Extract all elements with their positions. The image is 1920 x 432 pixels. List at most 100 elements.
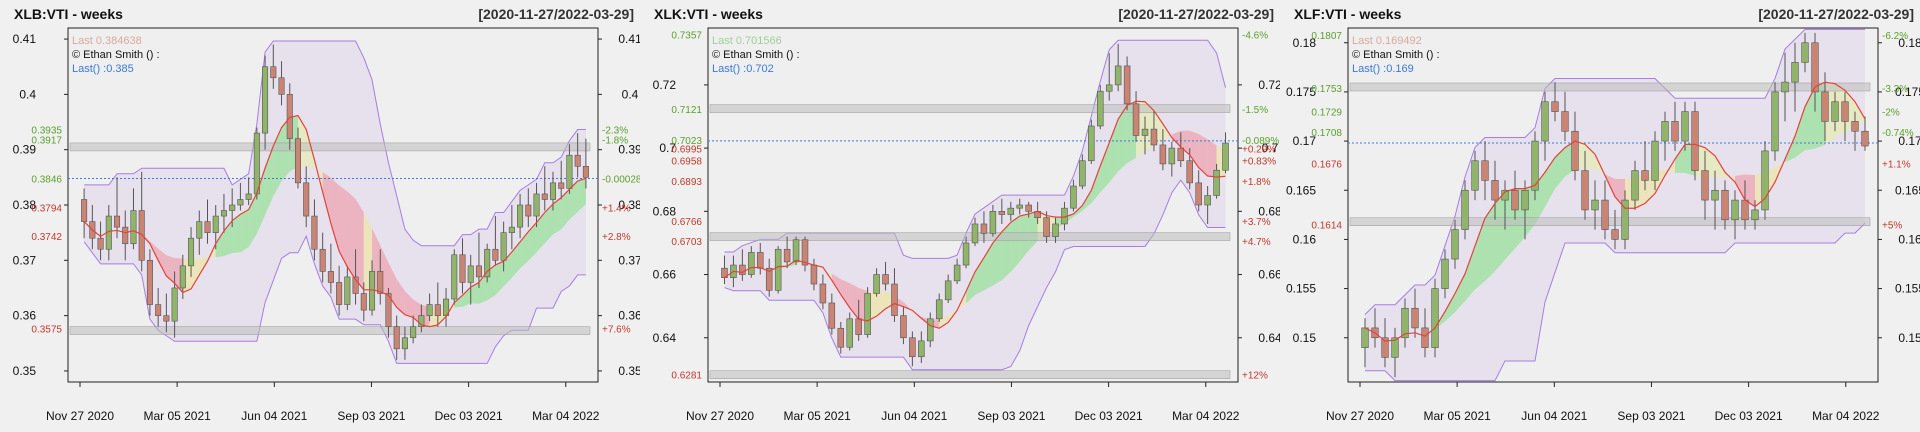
candle-body: [1561, 111, 1569, 132]
trend-fill-segment: [215, 230, 224, 258]
level-value-label: 0.3917: [31, 135, 62, 146]
level-value-label: 0.6281: [671, 370, 702, 381]
candle-body: [1168, 147, 1176, 165]
candle-body: [467, 265, 474, 283]
y-tick-label-left: 0.41: [13, 32, 37, 46]
candle-body: [819, 283, 827, 304]
candle-body: [1043, 217, 1050, 237]
y-tick-label-right: 0.38: [618, 198, 640, 212]
x-tick-label: Mar 05 2021: [143, 409, 211, 423]
candle-body: [1007, 207, 1015, 215]
candle-body: [1581, 170, 1589, 211]
candle-body: [418, 315, 425, 327]
level-value-label: 0.3846: [31, 175, 62, 186]
trend-fill-segment: [569, 181, 578, 220]
level-percent-label: +1.4%: [602, 203, 631, 214]
candle-body: [1381, 337, 1389, 358]
chart-panel-xlf: XLF:VTI - weeks [2020-11-27/2022-03-29] 0.…: [1286, 6, 1920, 423]
candle-body: [757, 252, 764, 269]
y-tick-label-right: 0.15: [1898, 331, 1920, 345]
candle-body: [810, 264, 818, 285]
candle-body: [385, 293, 392, 327]
candle-body: [558, 182, 565, 189]
trend-fill-segment: [1109, 119, 1119, 183]
candle-body: [1571, 130, 1579, 171]
y-tick-label-left: 0.66: [653, 268, 677, 282]
candle-body: [500, 232, 507, 261]
x-tick-label: Dec 03 2021: [1715, 409, 1783, 423]
candle-body: [434, 304, 441, 316]
candle-body: [1141, 128, 1149, 136]
candle-body: [1132, 103, 1140, 136]
y-tick-label-left: 0.35: [13, 364, 37, 378]
y-tick-label-left: 0.155: [1286, 282, 1316, 296]
level-percent-label: -0.00028%: [602, 175, 640, 186]
candle-body: [229, 204, 236, 211]
x-tick-label: Jun 04 2021: [241, 409, 307, 423]
trend-fill-segment: [831, 273, 841, 295]
candle-body: [1761, 150, 1769, 211]
level-band: [709, 104, 1231, 113]
candle-body: [748, 252, 755, 275]
candle-body: [1851, 121, 1859, 132]
level-value-label: 0.7357: [671, 30, 702, 41]
candle-body: [1431, 288, 1439, 348]
candle-body: [262, 66, 269, 134]
candle-body: [1097, 90, 1104, 127]
candle-body: [1841, 101, 1849, 122]
y-tick-label-right: 0.35: [618, 364, 640, 378]
y-tick-label-right: 0.165: [1895, 183, 1920, 197]
level-band: [709, 370, 1231, 379]
candle-body: [278, 77, 285, 95]
channel-upper-line: [84, 40, 586, 247]
candle-body: [122, 226, 129, 245]
trend-fill-segment: [1585, 144, 1595, 170]
level-percent-label: +0.83%: [1242, 156, 1276, 167]
candle-body: [196, 221, 203, 239]
trend-fill-segment: [396, 279, 405, 315]
level-percent-label: +12%: [1242, 370, 1268, 381]
candle-body: [245, 193, 252, 200]
trend-fill-segment: [495, 261, 504, 296]
x-tick-label: Nov 27 2020: [686, 409, 754, 423]
candle-body: [971, 223, 979, 244]
level-band: [1349, 217, 1871, 226]
channel-lower-line: [83, 234, 586, 364]
x-tick-label: Nov 27 2020: [1326, 409, 1394, 423]
candle-body: [1671, 121, 1679, 142]
level-percent-label: +4.7%: [1242, 237, 1271, 248]
candle-body: [81, 199, 88, 222]
y-tick-label-left: 0.18: [1293, 36, 1317, 50]
candle-body: [566, 154, 573, 189]
level-percent-label: -1.5%: [1242, 105, 1268, 116]
level-band: [69, 142, 591, 152]
x-tick-label: Mar 05 2021: [1423, 409, 1491, 423]
candle-body: [188, 237, 195, 267]
trend-fill-segment: [561, 189, 570, 230]
trend-fill-segment: [1010, 216, 1020, 272]
candle-body: [1801, 42, 1809, 63]
candle-body: [721, 267, 728, 278]
candle-body: [739, 264, 746, 275]
level-percent-label: -2.3%: [602, 125, 628, 136]
candle-body: [220, 210, 227, 217]
candle-body: [1105, 84, 1113, 92]
trend-fill-segment: [1198, 134, 1208, 177]
candle-body: [517, 204, 524, 228]
y-tick-label-left: 0.165: [1286, 183, 1316, 197]
candle-body: [1791, 62, 1799, 83]
candle-body: [927, 318, 934, 342]
candle-body: [459, 254, 466, 283]
candle-body: [1114, 65, 1122, 86]
candle-body: [163, 315, 170, 322]
y-tick-label-left: 0.36: [13, 309, 37, 323]
x-tick-label: Dec 03 2021: [435, 409, 503, 423]
y-tick-label-left: 0.39: [13, 143, 37, 157]
candle-body: [1079, 160, 1086, 187]
candle-body: [1123, 65, 1131, 105]
trend-fill-segment: [462, 287, 471, 307]
y-tick-label-left: 0.15: [1293, 331, 1317, 345]
y-tick-label-left: 0.7: [659, 141, 676, 155]
candle-body: [155, 304, 162, 316]
candle-body: [533, 193, 540, 217]
